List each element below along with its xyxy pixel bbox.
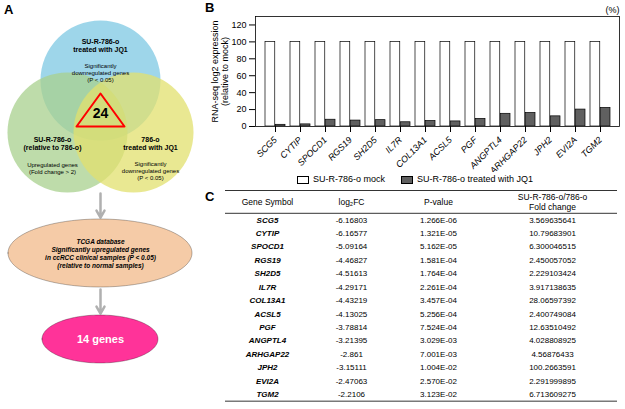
svg-text:log₂FC: log₂FC (339, 197, 365, 207)
svg-text:786-otreated with JQ1: 786-otreated with JQ1 (123, 136, 178, 152)
svg-text:TGM2: TGM2 (579, 135, 604, 160)
svg-text:TCGA databaseSignificantly upr: TCGA databaseSignificantly upregulated g… (45, 238, 156, 269)
svg-text:SCG5: SCG5 (257, 216, 279, 225)
svg-text:-4.13025: -4.13025 (336, 310, 368, 319)
svg-text:7.001E-03: 7.001E-03 (420, 350, 457, 359)
svg-text:4.028808925: 4.028808925 (529, 336, 576, 345)
svg-text:-3.15111: -3.15111 (336, 363, 367, 372)
html-text:B: B (205, 0, 215, 15)
svg-text:JPH2: JPH2 (531, 135, 554, 158)
svg-text:(%): (%) (606, 5, 620, 15)
svg-text:2.261E-04: 2.261E-04 (420, 283, 457, 292)
svg-text:PGF: PGF (259, 323, 277, 332)
svg-text:2.400749084: 2.400749084 (529, 310, 576, 319)
svg-text:Significantlydownregulated gen: Significantlydownregulated genes(P < 0.0… (72, 63, 129, 83)
svg-text:SU-R-786-o/786-oFold change: SU-R-786-o/786-oFold change (518, 192, 588, 211)
svg-text:3.029E-03: 3.029E-03 (420, 336, 457, 345)
svg-text:100: 100 (231, 37, 246, 47)
svg-text:2.229103424: 2.229103424 (529, 269, 576, 278)
svg-text:-4.51613: -4.51613 (336, 269, 368, 278)
html-text:A: A (4, 2, 14, 17)
svg-text:-2.47063: -2.47063 (336, 377, 368, 386)
svg-text:2.570E-02: 2.570E-02 (420, 377, 457, 386)
svg-text:100.2663591: 100.2663591 (529, 363, 576, 372)
svg-text:3.917138635: 3.917138635 (529, 283, 576, 292)
svg-text:CYTIP: CYTIP (256, 229, 280, 238)
svg-text:-3.21395: -3.21395 (336, 336, 368, 345)
svg-text:3.569635641: 3.569635641 (529, 216, 576, 225)
svg-text:SPOCD1: SPOCD1 (296, 135, 329, 168)
svg-text:24: 24 (93, 105, 109, 121)
svg-text:0: 0 (241, 121, 246, 131)
svg-text:1.581E-04: 1.581E-04 (420, 256, 457, 265)
svg-text:ARHGAP22: ARHGAP22 (245, 350, 290, 359)
svg-text:TGM2: TGM2 (256, 390, 279, 399)
svg-text:3.457E-04: 3.457E-04 (420, 296, 457, 305)
svg-text:PGF: PGF (459, 134, 480, 155)
html-text:SU-R-786-o treated with JQ1: SU-R-786-o treated with JQ1 (417, 174, 533, 184)
svg-text:5.256E-04: 5.256E-04 (420, 310, 457, 319)
svg-text:10.79683901: 10.79683901 (529, 229, 576, 238)
svg-text:6.713609275: 6.713609275 (529, 390, 576, 399)
svg-text:SPOCD1: SPOCD1 (251, 242, 284, 251)
svg-text:1.266E-06: 1.266E-06 (420, 216, 457, 225)
svg-text:SU-R-786-otreated with JQ1: SU-R-786-otreated with JQ1 (73, 38, 128, 54)
svg-text:120: 120 (231, 20, 246, 30)
svg-text:60: 60 (236, 71, 246, 81)
svg-text:CYTIP: CYTIP (278, 134, 304, 161)
svg-text:-4.43219: -4.43219 (336, 296, 368, 305)
svg-text:P-value: P-value (424, 197, 453, 207)
svg-text:EVI2A: EVI2A (554, 135, 579, 160)
svg-text:-4.46827: -4.46827 (336, 256, 368, 265)
svg-text:RGS19: RGS19 (326, 135, 354, 163)
svg-text:20: 20 (236, 104, 246, 114)
svg-text:3.123E-02: 3.123E-02 (420, 390, 457, 399)
svg-text:IL7R: IL7R (383, 134, 404, 155)
svg-text:4.56876433: 4.56876433 (531, 350, 574, 359)
html-text:C: C (205, 189, 215, 204)
svg-text:-5.09164: -5.09164 (336, 242, 368, 251)
svg-text:JPH2: JPH2 (257, 363, 278, 372)
svg-text:COL13A1: COL13A1 (249, 296, 286, 305)
svg-text:RGS19: RGS19 (254, 256, 281, 265)
svg-text:ACSL5: ACSL5 (253, 310, 281, 319)
svg-text:-3.78814: -3.78814 (336, 323, 368, 332)
svg-text:ARHGAP22: ARHGAP22 (487, 135, 529, 172)
svg-text:-2.861: -2.861 (340, 350, 363, 359)
svg-text:IL7R: IL7R (259, 283, 277, 292)
svg-text:80: 80 (236, 54, 246, 64)
svg-text:1.004E-02: 1.004E-02 (420, 363, 457, 372)
svg-text:-6.16577: -6.16577 (336, 229, 368, 238)
svg-text:40: 40 (236, 88, 246, 98)
svg-text:ANGPTL4: ANGPTL4 (248, 336, 287, 345)
svg-text:RNA-seq log2 expression(relati: RNA-seq log2 expression(relative to mock… (210, 20, 230, 122)
svg-text:28.06597392: 28.06597392 (529, 296, 576, 305)
html-text:SU-R-786-o mock: SU-R-786-o mock (313, 174, 385, 184)
svg-text:SU-R-786-o(relative to 786-o): SU-R-786-o(relative to 786-o) (24, 136, 82, 152)
svg-text:Significantlydownregulated gen: Significantlydownregulated genes(P < 0.0… (122, 161, 179, 181)
svg-text:-4.29171: -4.29171 (336, 283, 368, 292)
svg-text:SH2D5: SH2D5 (351, 134, 379, 162)
svg-text:2.450057052: 2.450057052 (529, 256, 576, 265)
svg-text:1.321E-05: 1.321E-05 (420, 229, 457, 238)
svg-text:-6.16803: -6.16803 (336, 216, 368, 225)
svg-text:COL13A1: COL13A1 (394, 135, 429, 170)
svg-text:7.524E-04: 7.524E-04 (420, 323, 457, 332)
svg-text:-2.2106: -2.2106 (338, 390, 366, 399)
svg-text:5.162E-05: 5.162E-05 (420, 242, 457, 251)
svg-text:1.764E-04: 1.764E-04 (420, 269, 457, 278)
svg-text:2.291999895: 2.291999895 (529, 377, 576, 386)
svg-text:14 genes: 14 genes (77, 333, 124, 345)
svg-text:ACSL5: ACSL5 (426, 134, 455, 163)
svg-text:SCG5: SCG5 (255, 134, 280, 159)
svg-text:SH2D5: SH2D5 (255, 269, 281, 278)
svg-text:6.300046515: 6.300046515 (529, 242, 576, 251)
svg-text:Gene Symbol: Gene Symbol (242, 197, 294, 207)
svg-text:Upregulated genes(Fold change: Upregulated genes(Fold change > 2) (27, 162, 78, 175)
svg-text:ANGPTL4: ANGPTL4 (467, 134, 504, 171)
svg-text:12.63510492: 12.63510492 (529, 323, 576, 332)
svg-text:EVI2A: EVI2A (256, 377, 279, 386)
